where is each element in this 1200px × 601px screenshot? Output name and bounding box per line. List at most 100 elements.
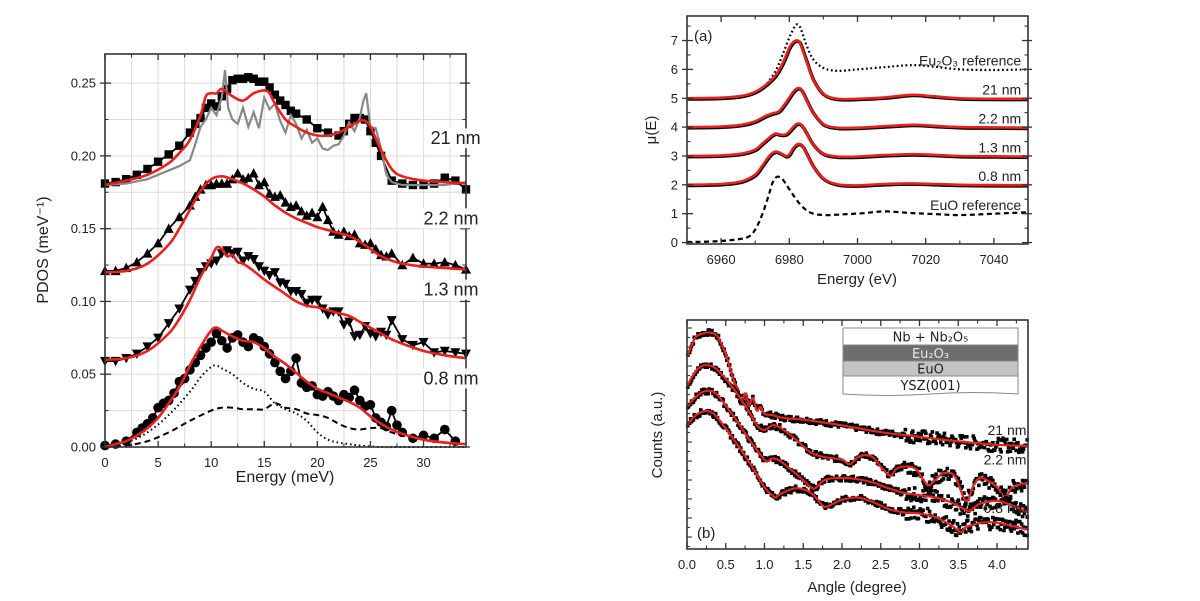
data-point: [911, 473, 916, 478]
inset-layer-eu-o: Eu₂O₃: [842, 344, 1019, 362]
data-point: [1024, 525, 1029, 530]
marker-2-2-nm-data: [153, 238, 164, 248]
data-point: [768, 410, 773, 415]
marker-1-3-nm-data: [174, 304, 185, 314]
data-point: [736, 441, 740, 445]
data-point: [762, 429, 766, 433]
data-point: [793, 484, 798, 489]
marker-1-3-nm-data: [184, 285, 195, 295]
xas-curve-labels: Eu₂O₃ reference 21 nm 2.2 nm 1.3 nm 0.8 nm Eu…: [919, 53, 1021, 213]
data-point: [1017, 512, 1021, 517]
marker-21-nm-data: [212, 102, 221, 111]
data-point: [921, 508, 925, 513]
data-point: [927, 480, 932, 485]
data-point: [1011, 446, 1016, 450]
data-point: [869, 430, 873, 435]
data-point: [751, 394, 755, 399]
data-point: [942, 431, 947, 436]
data-point: [1020, 450, 1025, 454]
marker-21-nm-data: [451, 176, 460, 185]
series-unlabeled-between-21-nm-and-2-2-nm: [685, 362, 1030, 507]
data-point: [921, 429, 925, 433]
data-point: [1007, 519, 1012, 524]
data-point: [1018, 449, 1023, 453]
data-point: [889, 485, 894, 490]
data-point: [964, 445, 968, 450]
xrr-x-tick-label: 3.5: [949, 557, 967, 572]
inset-layer-label: EuO: [917, 363, 944, 378]
marker-1-3-nm-data: [338, 320, 349, 330]
data-point: [978, 516, 983, 520]
data-point: [880, 486, 884, 490]
marker-21-nm-data: [398, 179, 407, 188]
data-point: [773, 416, 777, 420]
data-point: [831, 503, 835, 508]
data-point: [784, 487, 789, 491]
xrr-series: [685, 328, 1030, 538]
data-point: [990, 525, 994, 529]
marker-2-2-nm-data: [264, 188, 275, 198]
data-point: [904, 497, 909, 501]
data-point: [788, 435, 792, 440]
data-point: [939, 525, 944, 529]
data-point: [792, 419, 797, 424]
data-point: [991, 484, 996, 489]
marker-2-2-nm-data: [307, 207, 318, 217]
data-point: [975, 447, 979, 451]
data-point: [968, 446, 973, 451]
data-point: [985, 476, 990, 481]
marker-21-nm-data: [185, 128, 195, 137]
xrr-panel-label: (b): [697, 525, 715, 542]
data-point: [977, 497, 982, 501]
marker-1-3-nm-data: [312, 295, 323, 306]
data-point: [945, 440, 950, 445]
data-point: [759, 423, 764, 428]
data-point: [926, 520, 931, 524]
pdos-plot-frame: [104, 53, 467, 448]
data-point: [791, 433, 796, 438]
data-point: [971, 434, 976, 438]
marker-0-8-nm-data: [392, 420, 402, 430]
data-point: [987, 449, 991, 453]
data-point: [970, 442, 975, 447]
data-point: [937, 494, 941, 498]
pdos-x-tick-label: 25: [363, 455, 377, 470]
data-point: [1011, 478, 1016, 483]
xrr-curve-labels: 21 nm 2.2 nm 0.8 nm: [984, 422, 1027, 516]
data-point: [763, 425, 767, 429]
data-point: [808, 448, 813, 453]
data-point: [1001, 518, 1005, 522]
marker-1-3-nm-data: [264, 271, 275, 281]
data-point: [924, 488, 929, 493]
data-point: [943, 522, 948, 527]
data-point: [994, 517, 999, 521]
data-point: [956, 444, 961, 449]
data-point: [1021, 525, 1026, 529]
data-point: [995, 490, 1000, 495]
data-point: [928, 433, 933, 437]
data-point: [848, 479, 853, 483]
xrr-x-tick-label: 4.0: [988, 557, 1006, 572]
data-point: [855, 423, 859, 428]
data-point: [712, 415, 716, 419]
data-point: [882, 429, 886, 434]
data-point: [710, 328, 714, 333]
marker-0-8-nm-data: [206, 337, 216, 348]
marker-21-nm-data: [191, 119, 200, 129]
data-point: [924, 437, 929, 441]
data-point: [691, 417, 696, 422]
data-point: [909, 516, 913, 520]
marker-1-3-nm-data: [248, 255, 259, 265]
data-point: [948, 526, 952, 530]
data-point: [948, 443, 952, 448]
data-point: [909, 439, 913, 443]
data-point: [752, 465, 756, 470]
marker-1-3-nm-data: [142, 342, 153, 352]
data-point: [863, 426, 868, 431]
fit-unlabeled-between-21-nm-and-2-2-nm: [686, 363, 1029, 502]
curve-label-background: [423, 128, 484, 149]
marker-0-8-nm-data: [439, 424, 450, 435]
line-21-nm-gray: [104, 69, 467, 187]
marker-1-3-nm-data: [243, 252, 254, 262]
marker-2-2-nm-data: [291, 200, 302, 210]
